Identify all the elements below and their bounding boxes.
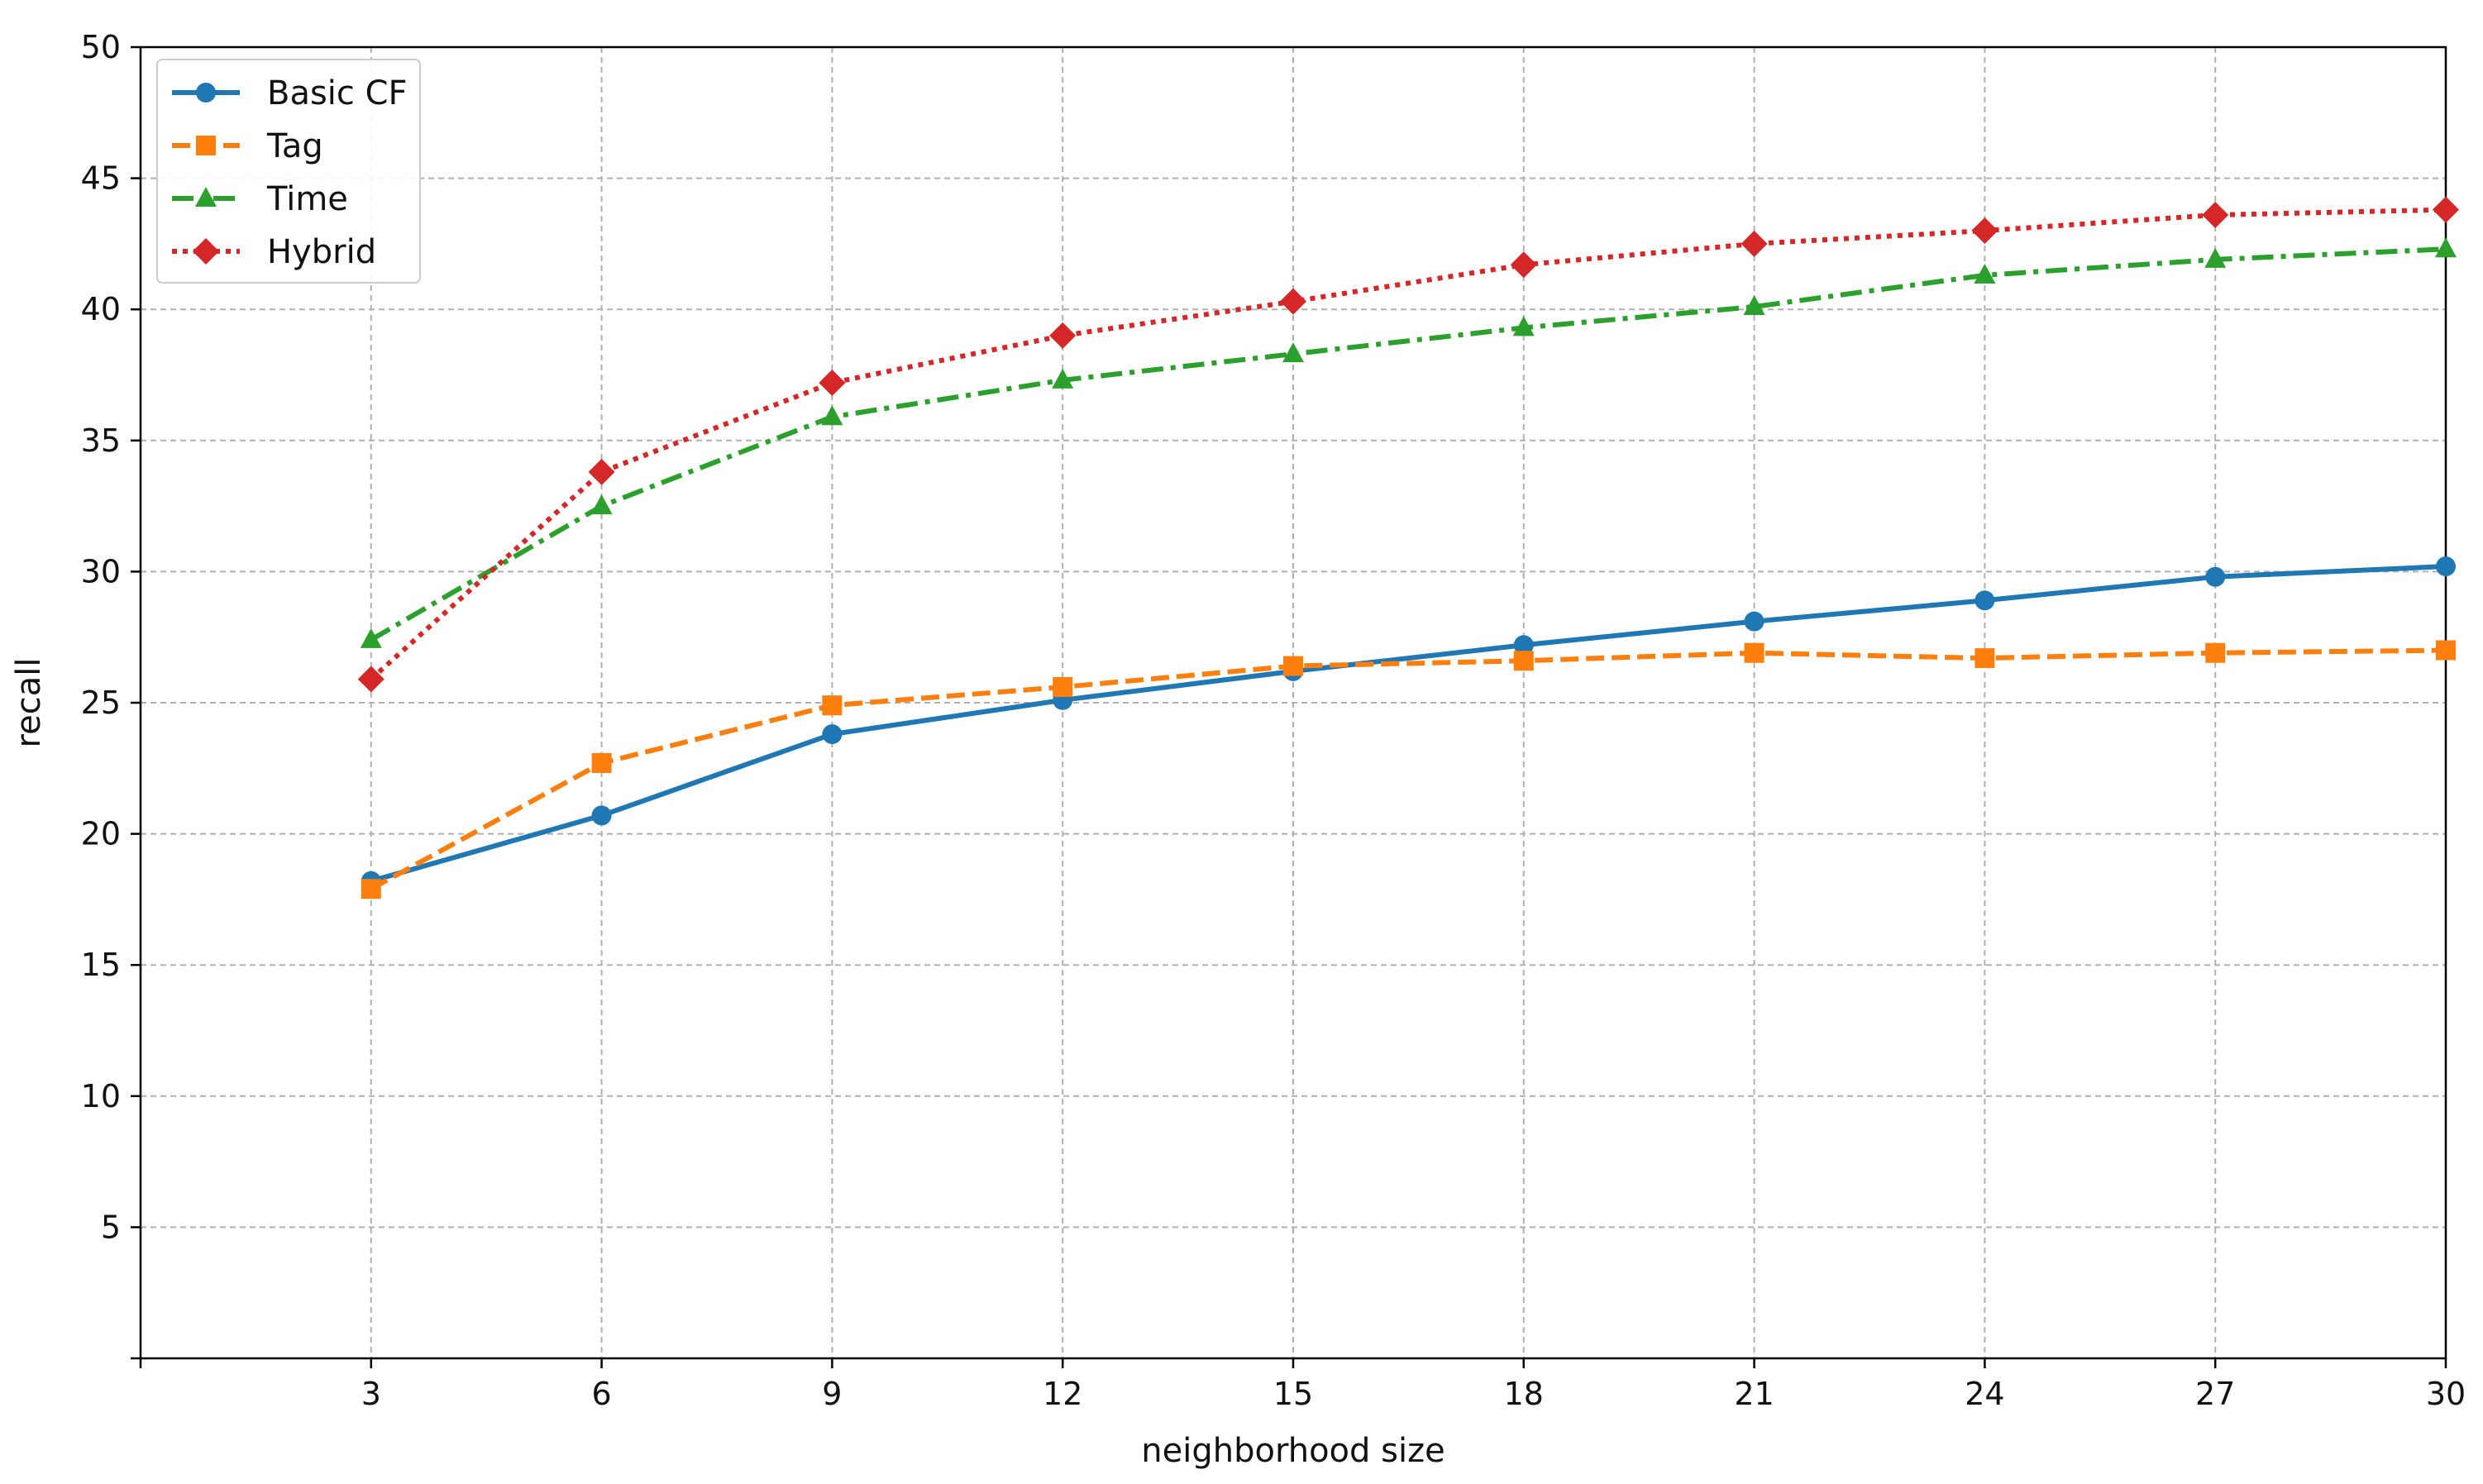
legend-label-hybrid: Hybrid	[267, 233, 376, 271]
data-point-tag	[1513, 651, 1534, 671]
data-point-hybrid	[1280, 288, 1306, 315]
data-point-basic-cf	[1513, 635, 1534, 656]
data-point-basic-cf	[2436, 556, 2456, 577]
data-point-hybrid	[1049, 322, 1077, 349]
data-point-time	[1743, 295, 1765, 316]
x-tick-label: 24	[1965, 1376, 2004, 1412]
data-point-basic-cf	[1744, 611, 1764, 632]
data-point-time	[1282, 342, 1304, 363]
data-point-tag	[1744, 642, 1764, 663]
legend-label-time: Time	[266, 180, 348, 218]
data-point-tag	[1974, 648, 1995, 669]
data-point-hybrid	[1740, 230, 1768, 257]
x-tick-label: 18	[1504, 1376, 1544, 1412]
data-point-tag	[361, 879, 381, 899]
legend-label-basic-cf: Basic CF	[267, 74, 408, 112]
data-point-hybrid	[357, 666, 384, 693]
legend-marker-hybrid	[193, 238, 219, 265]
y-tick-label: 5	[101, 1209, 121, 1245]
x-tick-label: 9	[822, 1376, 842, 1412]
x-tick-label: 15	[1273, 1376, 1313, 1412]
x-axis-label: neighborhood size	[1141, 1432, 1444, 1470]
data-point-tag	[2436, 640, 2456, 661]
x-tick-label: 6	[592, 1376, 612, 1412]
data-point-time	[1974, 263, 1996, 284]
y-axis-label: recall	[10, 658, 48, 748]
data-point-hybrid	[1510, 251, 1537, 279]
x-tick-label: 27	[2195, 1376, 2235, 1412]
y-tick-label: 25	[81, 685, 121, 721]
legend-marker-tag	[196, 136, 216, 155]
legend-marker-basic-cf	[196, 83, 216, 103]
data-point-tag	[822, 695, 843, 716]
x-tick-label: 30	[2426, 1376, 2466, 1412]
y-tick-label: 35	[81, 422, 121, 459]
series-line-tag	[370, 647, 2447, 891]
series-basic-cf	[361, 556, 2456, 891]
x-tick-label: 3	[361, 1376, 381, 1412]
data-point-tag	[1053, 676, 1073, 697]
y-tick-label: 50	[81, 29, 121, 65]
series-hybrid	[357, 196, 2459, 693]
data-point-hybrid	[1971, 217, 1998, 245]
data-point-basic-cf	[822, 724, 843, 745]
legend: Basic CF Tag Time Hybrid	[156, 59, 421, 284]
series-tag	[361, 640, 2456, 899]
legend-label-tag: Tag	[266, 127, 323, 165]
legend-item-time: Time	[172, 180, 348, 218]
data-point-time	[1512, 316, 1535, 336]
legend-item-basic-cf: Basic CF	[172, 74, 408, 112]
data-point-time	[360, 627, 382, 648]
data-point-hybrid	[819, 370, 846, 397]
x-tick-label: 12	[1043, 1376, 1082, 1412]
data-point-basic-cf	[591, 805, 612, 826]
data-point-hybrid	[588, 458, 615, 485]
data-point-hybrid	[2433, 196, 2459, 223]
axes: 3 6 9 12 15 18 21 24 27 30 5 10 15 20 25 30 35 40 45 50	[81, 29, 2466, 1412]
data-point-time	[821, 405, 843, 426]
y-tick-label: 20	[81, 816, 121, 852]
y-tick-label: 30	[81, 553, 121, 589]
x-tick-label: 21	[1734, 1376, 1774, 1412]
grid	[141, 46, 2447, 1358]
data-point-tag	[1283, 656, 1303, 676]
legend-marker-time	[195, 187, 217, 207]
series-line-hybrid	[369, 207, 2447, 681]
data-point-time	[1052, 368, 1074, 389]
data-point-time	[2435, 237, 2457, 258]
data-point-time	[590, 494, 613, 515]
data-point-basic-cf	[1974, 590, 1995, 611]
data-point-tag	[591, 752, 612, 773]
data-point-tag	[2205, 642, 2226, 663]
data-point-basic-cf	[2205, 566, 2226, 587]
series-time	[360, 237, 2457, 648]
data-point-time	[2204, 247, 2227, 268]
series-group	[357, 196, 2459, 899]
y-tick-label: 40	[81, 291, 121, 327]
y-tick-label: 10	[81, 1078, 121, 1114]
series-line-basic-cf	[370, 564, 2447, 884]
data-point-hybrid	[2202, 202, 2229, 229]
legend-item-tag: Tag	[172, 127, 323, 165]
y-tick-label: 45	[81, 160, 121, 197]
legend-item-hybrid: Hybrid	[172, 233, 376, 271]
legend-box	[156, 59, 421, 284]
series-line-time	[370, 246, 2447, 642]
y-tick-label: 15	[81, 947, 121, 983]
